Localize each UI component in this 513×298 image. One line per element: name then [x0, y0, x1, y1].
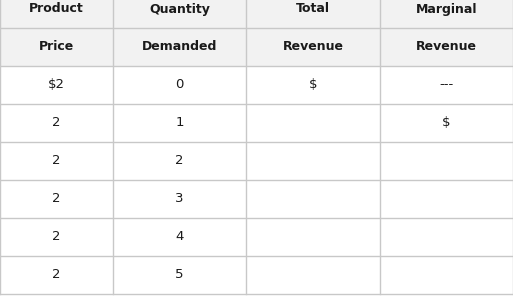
Text: 4: 4: [175, 230, 184, 243]
Text: Total: Total: [296, 2, 330, 15]
Text: 3: 3: [175, 193, 184, 206]
Text: 1: 1: [175, 117, 184, 130]
Text: $: $: [442, 117, 450, 130]
Bar: [0, 28, 513, 66]
Text: $2: $2: [48, 78, 65, 91]
Bar: [0, 0, 513, 28]
Text: ---: ---: [439, 78, 453, 91]
Text: 2: 2: [52, 117, 61, 130]
Text: 2: 2: [52, 193, 61, 206]
Text: Demanded: Demanded: [142, 41, 217, 54]
Text: 2: 2: [52, 154, 61, 167]
Text: Revenue: Revenue: [416, 41, 477, 54]
Text: 5: 5: [175, 268, 184, 282]
Text: Price: Price: [39, 41, 74, 54]
Text: Revenue: Revenue: [283, 41, 343, 54]
Text: 2: 2: [52, 230, 61, 243]
Text: Product: Product: [29, 2, 84, 15]
Text: Quantity: Quantity: [149, 2, 210, 15]
Text: 0: 0: [175, 78, 184, 91]
Text: 2: 2: [52, 268, 61, 282]
Text: Marginal: Marginal: [416, 2, 477, 15]
Text: $: $: [309, 78, 317, 91]
Text: 2: 2: [175, 154, 184, 167]
